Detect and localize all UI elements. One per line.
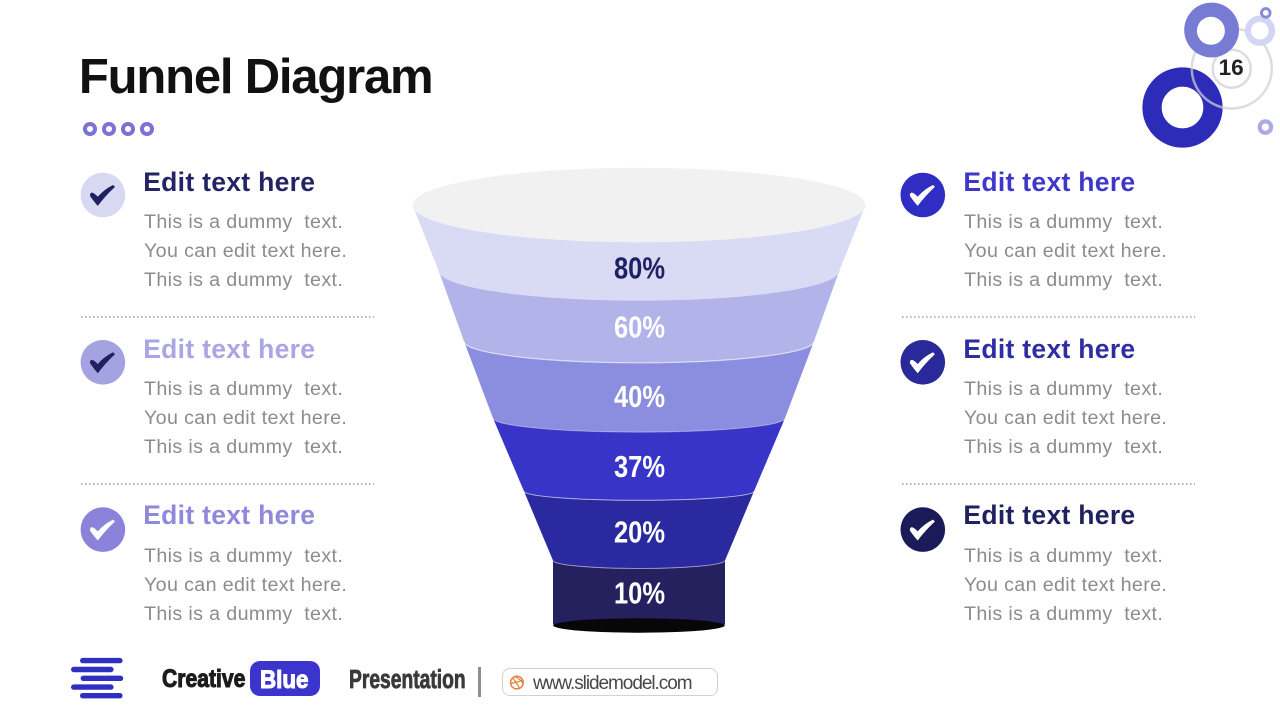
svg-text:37%: 37% xyxy=(614,450,665,484)
svg-text:80%: 80% xyxy=(614,252,665,286)
svg-text:60%: 60% xyxy=(614,311,665,345)
svg-text:16: 16 xyxy=(1219,55,1244,80)
svg-text:10%: 10% xyxy=(614,577,665,611)
svg-text:20%: 20% xyxy=(614,516,665,550)
svg-text:40%: 40% xyxy=(614,380,665,414)
